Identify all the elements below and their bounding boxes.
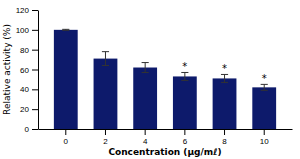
bar xyxy=(94,59,118,129)
x-axis: 0 2 4 6 8 10 xyxy=(39,129,293,146)
tick-label: 4 xyxy=(143,137,148,146)
error-cap xyxy=(181,80,188,81)
tick: 0 xyxy=(64,129,69,146)
error-bar xyxy=(102,52,109,66)
chart: 0246810020406080100120Concentration (μg/… xyxy=(0,0,300,159)
bar xyxy=(133,68,157,129)
error-bar xyxy=(221,74,228,82)
error-cap xyxy=(261,90,268,91)
tick-label: 80 xyxy=(20,46,29,55)
error-line xyxy=(264,84,265,90)
error-line xyxy=(224,74,225,82)
tick-mark xyxy=(32,10,38,11)
axis-line xyxy=(39,129,293,130)
tick-label: 60 xyxy=(20,66,29,75)
y-axis: 0 20 40 60 80 100 120 xyxy=(16,6,39,134)
tick-mark xyxy=(65,129,66,135)
error-cap xyxy=(62,29,69,30)
tick-label: 0 xyxy=(64,137,69,146)
tick-mark xyxy=(32,70,38,71)
error-cap xyxy=(102,51,109,52)
tick-mark xyxy=(32,30,38,31)
tick-mark xyxy=(105,129,106,135)
axis-line xyxy=(38,11,39,130)
tick: 40 xyxy=(20,85,38,94)
annotation: * xyxy=(262,73,267,84)
error-cap xyxy=(62,30,69,31)
tick-label: 10 xyxy=(260,137,269,146)
tick-mark xyxy=(184,129,185,135)
error-line xyxy=(184,72,185,80)
tick: 10 xyxy=(260,129,269,146)
error-bar xyxy=(261,84,268,90)
bar xyxy=(252,87,276,129)
tick-label: 40 xyxy=(20,85,29,94)
error-bar xyxy=(62,29,69,31)
tick-label: 6 xyxy=(183,137,188,146)
error-cap xyxy=(102,65,109,66)
error-bar xyxy=(181,72,188,80)
bar xyxy=(213,78,237,129)
tick-label: 100 xyxy=(16,26,30,35)
tick-mark xyxy=(224,129,225,135)
tick: 2 xyxy=(103,129,108,146)
tick: 100 xyxy=(16,26,38,35)
tick-mark xyxy=(145,129,146,135)
error-cap xyxy=(142,72,149,73)
error-line xyxy=(105,52,106,66)
tick: 4 xyxy=(143,129,148,146)
tick: 120 xyxy=(16,6,38,15)
tick: 8 xyxy=(222,129,227,146)
x-axis-title: Concentration (μg/mℓ) xyxy=(108,147,221,157)
bar xyxy=(173,76,197,129)
tick-label: 8 xyxy=(222,137,227,146)
tick-mark xyxy=(32,50,38,51)
tick: 0 xyxy=(25,125,38,134)
tick-mark xyxy=(32,89,38,90)
plot: 0246810020406080100120Concentration (μg/… xyxy=(2,6,293,157)
tick-mark xyxy=(264,129,265,135)
marks xyxy=(54,29,276,129)
tick-mark xyxy=(32,109,38,110)
tick-label: 120 xyxy=(16,6,30,15)
tick: 80 xyxy=(20,46,38,55)
tick: 6 xyxy=(183,129,188,146)
tick: 60 xyxy=(20,66,38,75)
error-line xyxy=(145,63,146,73)
error-cap xyxy=(142,62,149,63)
tick-label: 0 xyxy=(25,125,30,134)
error-cap xyxy=(221,82,228,83)
tick-mark xyxy=(32,129,38,130)
bar xyxy=(54,30,78,129)
error-bar xyxy=(142,63,149,73)
annotation: * xyxy=(222,63,227,74)
annotation: * xyxy=(182,61,187,72)
tick-label: 20 xyxy=(20,105,29,114)
y-axis-title: Relative activity (%) xyxy=(2,24,12,115)
tick: 20 xyxy=(20,105,38,114)
tick-label: 2 xyxy=(103,137,108,146)
